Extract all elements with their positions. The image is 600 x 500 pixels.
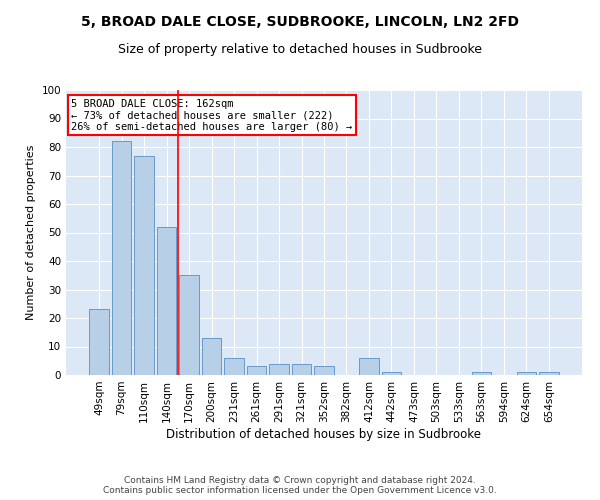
- Bar: [179, 275, 199, 375]
- Text: Contains HM Land Registry data © Crown copyright and database right 2024.
Contai: Contains HM Land Registry data © Crown c…: [103, 476, 497, 495]
- X-axis label: Distribution of detached houses by size in Sudbrooke: Distribution of detached houses by size …: [167, 428, 482, 440]
- Bar: [539, 372, 559, 375]
- Bar: [134, 156, 154, 375]
- Bar: [359, 358, 379, 375]
- Text: Size of property relative to detached houses in Sudbrooke: Size of property relative to detached ho…: [118, 42, 482, 56]
- Bar: [382, 372, 401, 375]
- Bar: [472, 372, 491, 375]
- Bar: [89, 310, 109, 375]
- Bar: [269, 364, 289, 375]
- Y-axis label: Number of detached properties: Number of detached properties: [26, 145, 36, 320]
- Bar: [112, 142, 131, 375]
- Text: 5, BROAD DALE CLOSE, SUDBROOKE, LINCOLN, LN2 2FD: 5, BROAD DALE CLOSE, SUDBROOKE, LINCOLN,…: [81, 15, 519, 29]
- Bar: [202, 338, 221, 375]
- Bar: [314, 366, 334, 375]
- Bar: [157, 227, 176, 375]
- Text: 5 BROAD DALE CLOSE: 162sqm
← 73% of detached houses are smaller (222)
26% of sem: 5 BROAD DALE CLOSE: 162sqm ← 73% of deta…: [71, 98, 352, 132]
- Bar: [247, 366, 266, 375]
- Bar: [517, 372, 536, 375]
- Bar: [224, 358, 244, 375]
- Bar: [292, 364, 311, 375]
